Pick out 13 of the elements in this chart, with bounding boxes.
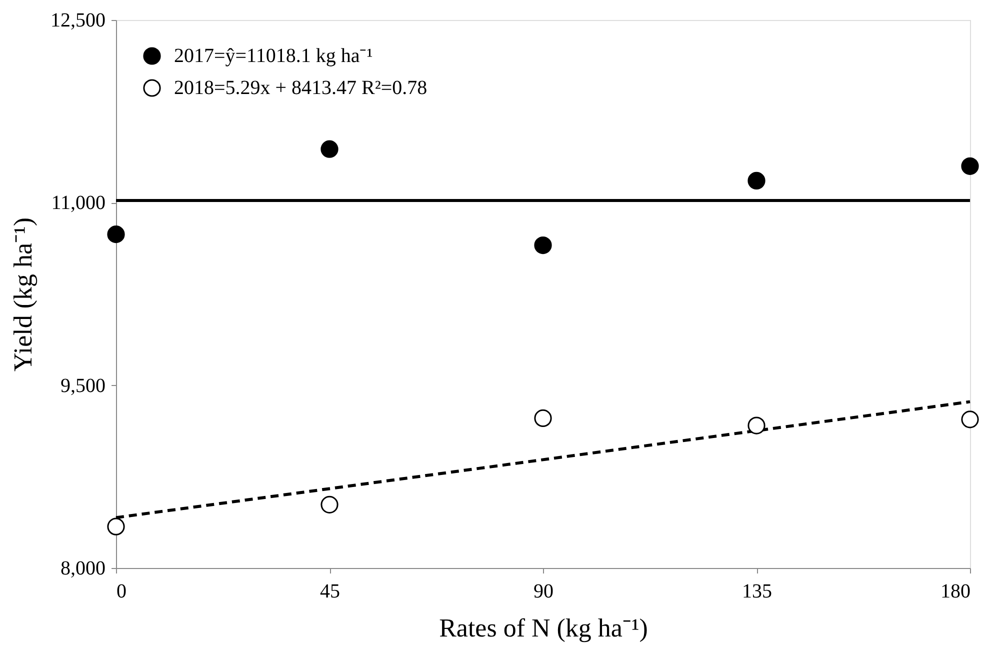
x-axis-title: Rates of N (kg ha⁻¹) bbox=[439, 614, 648, 642]
legend-label: 2017=ŷ=11018.1 kg ha⁻¹ bbox=[174, 45, 373, 67]
x-tick-label: 135 bbox=[742, 580, 772, 602]
x-tick-label: 180 bbox=[940, 580, 970, 602]
y-tick-label: 11,000 bbox=[51, 192, 106, 214]
x-tick-label: 90 bbox=[534, 580, 554, 602]
y-tick-label: 9,500 bbox=[60, 374, 106, 397]
x-tick-label: 0 bbox=[116, 580, 126, 602]
legend-label: 2018=5.29x + 8413.47 R²=0.78 bbox=[174, 77, 428, 99]
y-tick-label: 12,500 bbox=[50, 10, 106, 32]
y-axis-title: Yield (kg ha⁻¹) bbox=[8, 218, 38, 372]
x-tick-label: 45 bbox=[320, 580, 340, 602]
y-tick-label: 8,000 bbox=[60, 558, 106, 580]
